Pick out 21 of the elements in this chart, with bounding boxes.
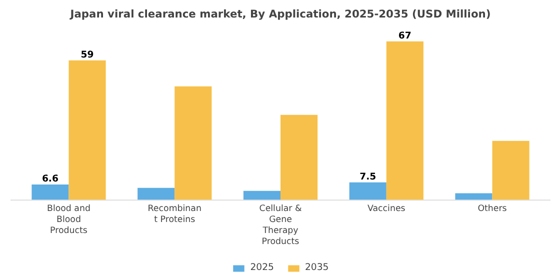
- bar: [280, 114, 318, 200]
- bar: [138, 188, 175, 200]
- data-label: 7.5: [360, 171, 376, 182]
- bar: [174, 86, 212, 200]
- data-label: 6.6: [42, 174, 58, 185]
- x-tick-label: Others: [478, 204, 508, 214]
- bar: [32, 184, 69, 200]
- data-label: 59: [80, 49, 94, 60]
- x-tick-label: Recombinant Proteins: [148, 204, 202, 226]
- legend-label: 2025: [250, 262, 274, 273]
- bar: [492, 140, 530, 200]
- chart-title: Japan viral clearance market, By Application, 2025-2035 (USD Million): [69, 8, 491, 20]
- bar: [349, 182, 386, 200]
- x-tick-label: Blood and Blood Products: [47, 204, 90, 236]
- legend-label: 2035: [305, 262, 329, 273]
- bar: [243, 190, 280, 200]
- x-tick-label: Vaccines: [367, 204, 406, 214]
- bar: [386, 41, 424, 200]
- bar: [68, 60, 106, 200]
- data-label: 67: [398, 30, 412, 42]
- x-tick-label: Cellular & Gene Therapy Products: [259, 204, 302, 248]
